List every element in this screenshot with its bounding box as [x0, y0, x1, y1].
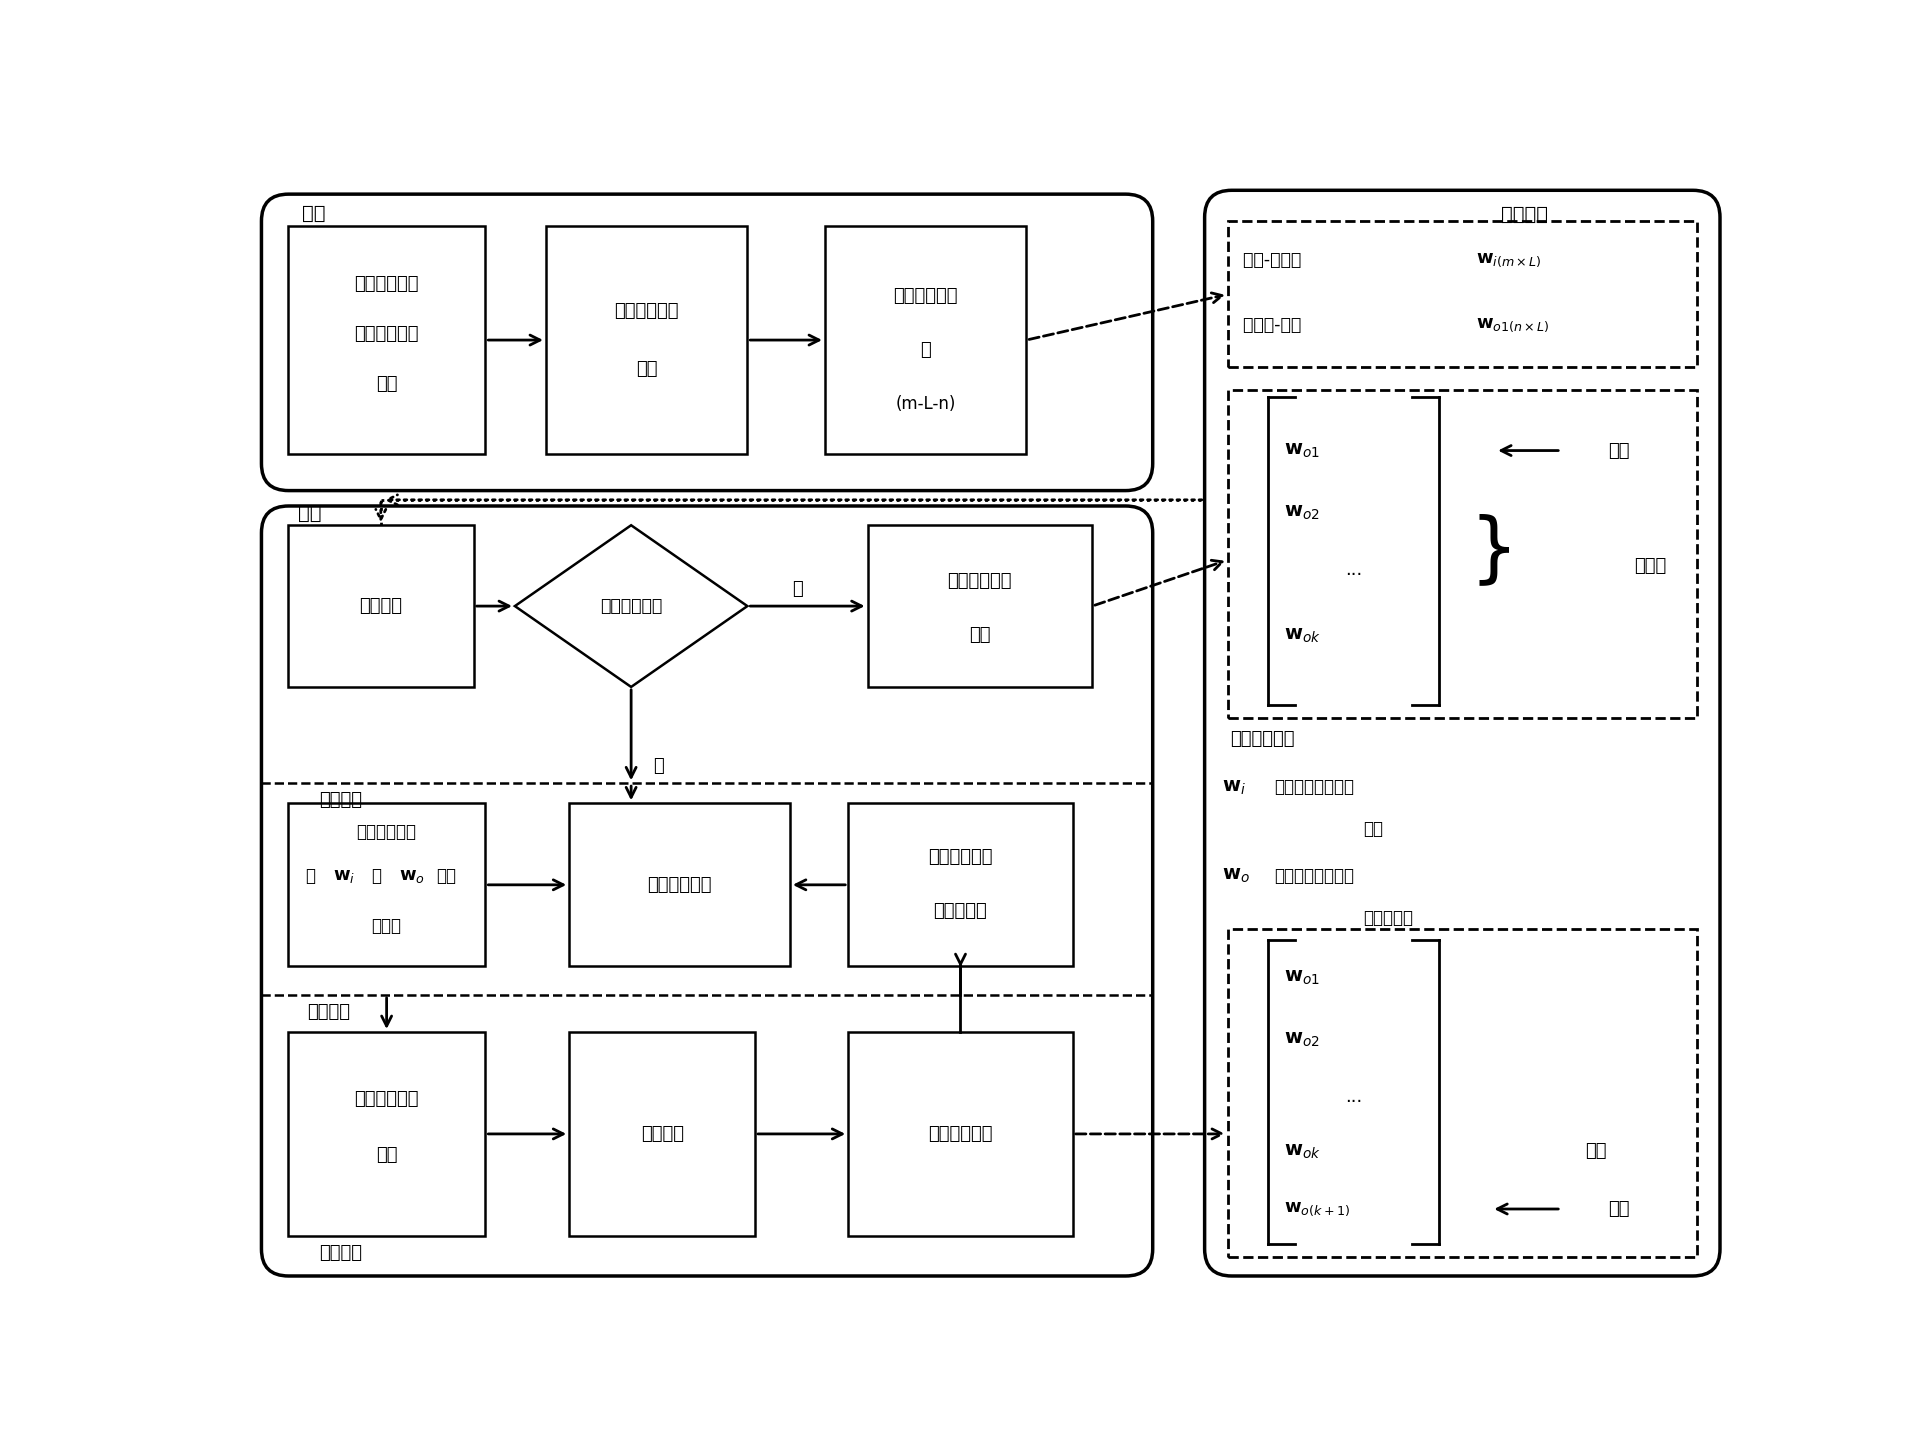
- Text: 离线: 离线: [301, 205, 326, 223]
- Text: $\mathbf{w}_{ok}$: $\mathbf{w}_{ok}$: [1283, 1142, 1322, 1161]
- Text: 模型精度检测: 模型精度检测: [600, 598, 662, 615]
- Text: 预测控制: 预测控制: [318, 1244, 363, 1262]
- Text: 波形参数与观: 波形参数与观: [928, 849, 994, 866]
- Text: $\mathbf{w}_{o1(n\times L)}$: $\mathbf{w}_{o1(n\times L)}$: [1475, 316, 1550, 334]
- Text: 模型选择: 模型选择: [318, 791, 363, 810]
- Text: 测体积数据: 测体积数据: [934, 903, 988, 920]
- Bar: [825, 226, 1026, 454]
- Text: 隐藏层-输出: 隐藏层-输出: [1243, 316, 1308, 334]
- Bar: [288, 804, 485, 966]
- Text: $\mathbf{w}_{ok}$: $\mathbf{w}_{ok}$: [1283, 625, 1322, 644]
- Text: 是: 是: [652, 757, 664, 775]
- Bar: [288, 525, 474, 686]
- Text: $\mathbf{w}_{o2}$: $\mathbf{w}_{o2}$: [1283, 1030, 1320, 1049]
- Text: 输入-隐藏层: 输入-隐藏层: [1243, 251, 1308, 268]
- Text: $\mathbf{w}_{o2}$: $\mathbf{w}_{o2}$: [1283, 502, 1320, 522]
- Text: 液滴状态观测: 液滴状态观测: [928, 1125, 994, 1143]
- Text: 液）: 液）: [376, 376, 397, 393]
- Text: ：使用激活模型进: ：使用激活模型进: [1274, 866, 1354, 885]
- Bar: [288, 226, 485, 454]
- Text: 参数: 参数: [376, 1146, 397, 1164]
- Text: 激活: 激活: [1609, 1200, 1630, 1217]
- Text: 初始化: 初始化: [372, 917, 401, 936]
- Text: 在线增量学习: 在线增量学习: [646, 876, 712, 894]
- Bar: [1228, 930, 1697, 1257]
- Bar: [848, 804, 1072, 966]
- Text: 络: 络: [921, 341, 930, 358]
- Text: $\mathbf{w}_{o1}$: $\mathbf{w}_{o1}$: [1283, 441, 1320, 460]
- FancyBboxPatch shape: [261, 194, 1153, 490]
- Text: $\mathbf{w}_{o(k+1)}$: $\mathbf{w}_{o(k+1)}$: [1283, 1200, 1350, 1217]
- Text: 行在线更新: 行在线更新: [1364, 908, 1414, 927]
- Text: 模型: 模型: [969, 625, 990, 644]
- Text: 波形参数设置: 波形参数设置: [355, 276, 418, 293]
- Text: 提取: 提取: [637, 360, 658, 377]
- Text: 喷射液滴特征: 喷射液滴特征: [614, 302, 679, 321]
- Text: 的: 的: [305, 866, 315, 885]
- Text: 激活: 激活: [1609, 441, 1630, 460]
- Text: （针对一种溶: （针对一种溶: [355, 325, 418, 344]
- Text: $\mathbf{w}_{o1}$: $\mathbf{w}_{o1}$: [1283, 968, 1320, 988]
- Text: $\mathbf{w}_{i(m\times L)}$: $\mathbf{w}_{i(m\times L)}$: [1475, 251, 1542, 268]
- Text: 否: 否: [792, 580, 804, 598]
- Bar: [570, 804, 790, 966]
- Text: 记忆模块: 记忆模块: [1500, 206, 1548, 225]
- Text: (m-L-n): (m-L-n): [896, 395, 955, 412]
- Text: 保存: 保存: [1586, 1142, 1607, 1161]
- Bar: [848, 1032, 1072, 1236]
- Text: ...: ...: [1345, 562, 1362, 579]
- Polygon shape: [514, 525, 748, 686]
- Bar: [1228, 221, 1697, 367]
- Text: 在线: 在线: [297, 503, 320, 524]
- Text: ...: ...: [1345, 1088, 1362, 1106]
- Text: 增量学习: 增量学习: [307, 1003, 351, 1022]
- Text: $\mathbf{w}_{i}$: $\mathbf{w}_{i}$: [1222, 778, 1247, 797]
- Text: ：使用离线学习的: ：使用离线学习的: [1274, 778, 1354, 797]
- Text: 未激活: 未激活: [1634, 557, 1667, 575]
- Text: 结果: 结果: [1364, 820, 1383, 839]
- Text: 喷头喷射: 喷头喷射: [641, 1125, 683, 1143]
- Text: 在线迁移学习: 在线迁移学习: [1229, 730, 1295, 747]
- Text: 单隐层神经网: 单隐层神经网: [894, 287, 957, 305]
- Text: 在线预测: 在线预测: [359, 598, 403, 615]
- Text: 选择并激活新: 选择并激活新: [947, 572, 1013, 589]
- Text: $\mathbf{w}_{o}$: $\mathbf{w}_{o}$: [399, 866, 426, 885]
- Text: 进行: 进行: [437, 866, 456, 885]
- Text: 预测优化波形: 预测优化波形: [355, 1090, 418, 1109]
- Text: 使用激活模型: 使用激活模型: [357, 823, 416, 840]
- Bar: [547, 226, 748, 454]
- Bar: [570, 1032, 756, 1236]
- Bar: [867, 525, 1091, 686]
- Text: }: }: [1469, 514, 1519, 588]
- FancyBboxPatch shape: [1205, 190, 1720, 1275]
- FancyBboxPatch shape: [261, 506, 1153, 1275]
- Text: $\mathbf{w}_{o}$: $\mathbf{w}_{o}$: [1222, 866, 1251, 885]
- Text: $\mathbf{w}_{i}$: $\mathbf{w}_{i}$: [332, 866, 355, 885]
- Bar: [288, 1032, 485, 1236]
- Text: 和: 和: [372, 866, 382, 885]
- Bar: [1228, 390, 1697, 718]
